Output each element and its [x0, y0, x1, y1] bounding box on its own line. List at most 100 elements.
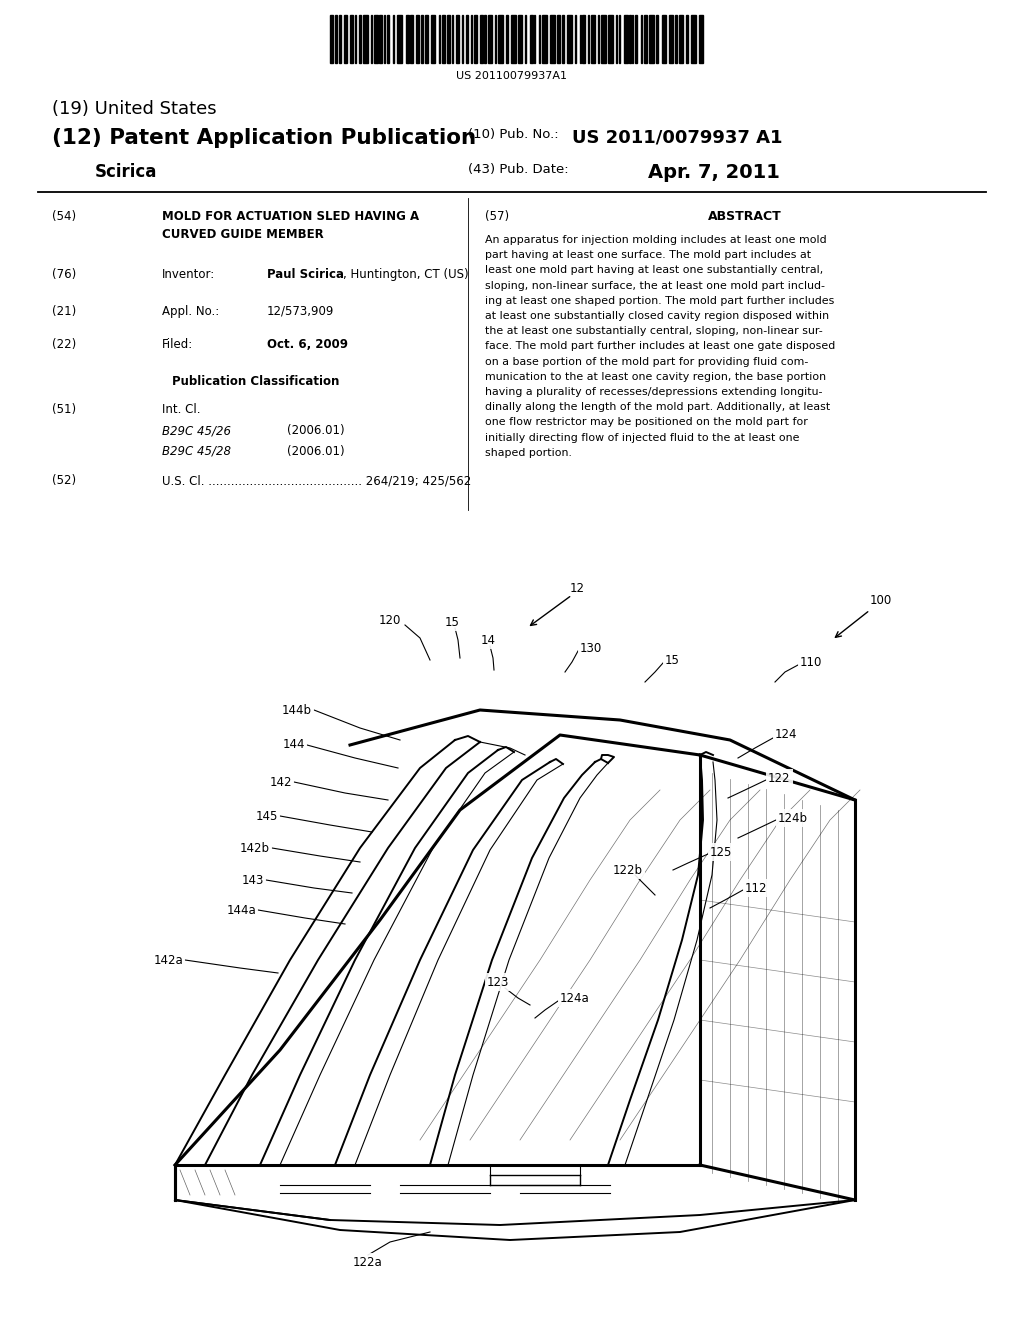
Text: Publication Classification: Publication Classification	[172, 375, 340, 388]
Bar	[397, 15, 402, 63]
Bar	[649, 15, 654, 63]
Bar	[442, 15, 445, 63]
Text: 112: 112	[745, 882, 768, 895]
Bar	[330, 15, 333, 63]
Text: 142a: 142a	[154, 953, 183, 966]
Bar	[339, 15, 341, 63]
Bar	[597, 15, 599, 63]
Text: dinally along the length of the mold part. Additionally, at least: dinally along the length of the mold par…	[485, 403, 830, 412]
Bar	[498, 15, 503, 63]
Bar	[686, 15, 687, 63]
Bar	[679, 15, 683, 63]
Text: Scirica: Scirica	[95, 162, 158, 181]
Text: 142: 142	[269, 776, 292, 788]
Text: 125: 125	[710, 846, 732, 858]
Bar	[561, 15, 564, 63]
Bar	[335, 15, 337, 63]
Bar	[425, 15, 427, 63]
Text: 130: 130	[580, 642, 602, 655]
Text: 110: 110	[800, 656, 822, 668]
Bar	[421, 15, 423, 63]
Text: one flow restrictor may be positioned on the mold part for: one flow restrictor may be positioned on…	[485, 417, 808, 428]
Bar	[466, 15, 468, 63]
Text: part having at least one surface. The mold part includes at: part having at least one surface. The mo…	[485, 251, 811, 260]
Bar	[600, 15, 605, 63]
Text: An apparatus for injection molding includes at least one mold: An apparatus for injection molding inclu…	[485, 235, 826, 246]
Text: Oct. 6, 2009: Oct. 6, 2009	[267, 338, 348, 351]
Bar	[379, 15, 382, 63]
Text: least one mold part having at least one substantially central,: least one mold part having at least one …	[485, 265, 823, 276]
Text: 124a: 124a	[560, 991, 590, 1005]
Text: 144b: 144b	[282, 704, 312, 717]
Text: 144a: 144a	[226, 903, 256, 916]
Text: (54): (54)	[52, 210, 76, 223]
Text: CURVED GUIDE MEMBER: CURVED GUIDE MEMBER	[162, 228, 324, 242]
Bar	[542, 15, 547, 63]
Bar	[431, 15, 435, 63]
Bar	[386, 15, 389, 63]
Bar	[582, 15, 585, 63]
Bar	[640, 15, 642, 63]
Bar	[446, 15, 450, 63]
Bar	[557, 15, 560, 63]
Bar	[662, 15, 666, 63]
Text: B29C 45/26: B29C 45/26	[162, 424, 231, 437]
Text: sloping, non-linear surface, the at least one mold part includ-: sloping, non-linear surface, the at leas…	[485, 281, 825, 290]
Text: (2006.01): (2006.01)	[287, 424, 345, 437]
Bar	[615, 15, 617, 63]
Text: 15: 15	[444, 615, 460, 628]
Text: 122b: 122b	[613, 863, 643, 876]
Text: (10) Pub. No.:: (10) Pub. No.:	[468, 128, 559, 141]
Bar	[675, 15, 677, 63]
Bar	[635, 15, 637, 63]
Bar	[629, 15, 631, 63]
Text: Paul Scirica: Paul Scirica	[267, 268, 344, 281]
Bar	[474, 15, 477, 63]
Text: (57): (57)	[485, 210, 509, 223]
Text: MOLD FOR ACTUATION SLED HAVING A: MOLD FOR ACTUATION SLED HAVING A	[162, 210, 419, 223]
Text: 145: 145	[256, 809, 278, 822]
Bar	[550, 15, 555, 63]
Bar	[608, 15, 613, 63]
Bar	[618, 15, 620, 63]
Text: 144: 144	[283, 738, 305, 751]
Bar	[517, 15, 521, 63]
Text: 143: 143	[242, 874, 264, 887]
Text: Inventor:: Inventor:	[162, 268, 215, 281]
Text: B29C 45/28: B29C 45/28	[162, 445, 231, 458]
Bar	[456, 15, 459, 63]
Text: 14: 14	[480, 634, 496, 647]
Text: 142b: 142b	[240, 842, 270, 854]
Text: 15: 15	[665, 653, 680, 667]
Bar	[410, 15, 413, 63]
Text: the at least one substantially central, sloping, non-linear sur-: the at least one substantially central, …	[485, 326, 822, 337]
Text: 123: 123	[486, 975, 509, 989]
Bar	[484, 15, 485, 63]
Bar	[406, 15, 409, 63]
Bar	[374, 15, 378, 63]
Bar	[669, 15, 673, 63]
Bar	[506, 15, 508, 63]
Bar	[698, 15, 702, 63]
Text: 124: 124	[775, 729, 798, 742]
Bar	[416, 15, 419, 63]
Text: (43) Pub. Date:: (43) Pub. Date:	[468, 162, 568, 176]
Bar	[624, 15, 628, 63]
Text: Apr. 7, 2011: Apr. 7, 2011	[648, 162, 780, 182]
Text: (21): (21)	[52, 305, 76, 318]
Text: (22): (22)	[52, 338, 76, 351]
Text: 122a: 122a	[353, 1255, 383, 1269]
Bar	[488, 15, 492, 63]
Text: at least one substantially closed cavity region disposed within: at least one substantially closed cavity…	[485, 312, 829, 321]
Bar	[691, 15, 696, 63]
Bar	[655, 15, 658, 63]
Text: having a plurality of recesses/depressions extending longitu-: having a plurality of recesses/depressio…	[485, 387, 822, 397]
Text: (12) Patent Application Publication: (12) Patent Application Publication	[52, 128, 476, 148]
Text: 100: 100	[870, 594, 892, 606]
Text: , Huntington, CT (US): , Huntington, CT (US)	[343, 268, 469, 281]
Bar	[529, 15, 532, 63]
Text: (51): (51)	[52, 403, 76, 416]
Text: Appl. No.:: Appl. No.:	[162, 305, 219, 318]
Text: (52): (52)	[52, 474, 76, 487]
Bar	[479, 15, 482, 63]
